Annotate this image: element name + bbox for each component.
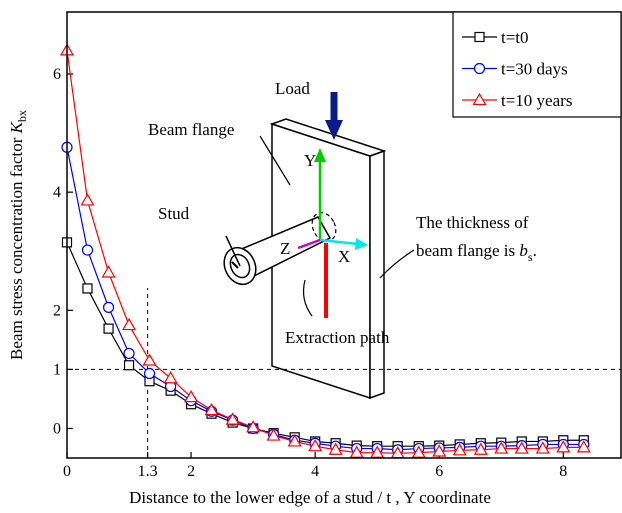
marker [246,420,261,433]
marker [328,442,343,455]
x-arrow-head [355,238,368,250]
marker [81,244,94,256]
marker [143,367,156,380]
flange-label: Beam flange [148,120,234,139]
stud-label: Stud [158,204,190,223]
marker [163,371,178,384]
marker [142,353,157,366]
x-tick-label: 1.3 [138,463,158,480]
variable: K [7,120,26,134]
x-tick-label: 4 [311,463,319,480]
plot-frame [66,11,622,459]
legend-label: t=30 days [501,60,568,79]
thickness-leader [379,249,415,279]
y-axis-label: Y [304,151,316,170]
diagram: Load Beam flange Stud Y Z X The thicknes… [148,79,537,400]
marker [122,317,137,331]
stud-hidden [311,212,337,242]
marker [349,445,364,458]
z-arrow [297,238,321,250]
text: . [533,241,537,260]
y-axis-title: Beam stress concentration factor Kbx [7,110,29,360]
flange-side [369,149,385,400]
legend-marker [473,62,486,75]
stud-leader-tip [231,261,239,269]
marker [225,412,240,425]
x-tick-label: 0 [63,463,71,480]
thickness-label: The thickness of [416,213,529,232]
x-axis-label: X [338,247,350,266]
marker [123,360,135,371]
marker [370,445,385,458]
y-tick-label: 0 [53,420,61,437]
load-label: Load [275,79,310,98]
x-axis-title: Distance to the lower edge of a stud / t… [129,488,491,507]
y-tick-label: 4 [53,184,61,201]
legend-label: t=10 years [501,91,572,110]
marker [514,441,529,454]
y-tick-label: 2 [53,302,61,319]
marker [556,440,571,453]
thickness-label: beam flange is bs. [416,241,537,264]
marker [432,444,447,457]
marker [308,438,323,452]
marker [103,323,114,334]
marker [266,428,281,441]
subscript: s [528,250,533,264]
load-arrow-head [325,120,343,140]
marker [204,402,219,416]
x-tick-label: 8 [559,463,567,480]
variable: b [519,241,528,260]
flange-leader [259,135,291,186]
marker [535,441,550,454]
marker [102,301,115,313]
legend-label: t=t0 [501,28,529,47]
x-tick-label: 2 [187,463,195,480]
marker [123,347,135,360]
path-label: Extraction path [285,328,390,347]
z-axis-label: Z [280,239,290,258]
stud-leader [225,235,241,267]
legend-marker [474,31,485,43]
text: beam flange is [416,241,519,260]
y-tick-label: 1 [53,361,61,378]
marker [494,441,509,454]
x-tick-label: 6 [435,463,443,480]
marker [411,445,426,458]
marker [473,442,488,455]
marker [82,283,93,294]
path-leader [302,279,313,317]
marker [576,440,591,453]
text: Beam stress concentration factor [7,133,26,360]
marker [101,265,116,278]
marker [452,443,467,456]
x-arrow [319,238,359,246]
y-tick-label: 6 [53,66,61,83]
y-arrow-head [314,148,326,162]
marker [287,434,302,447]
marker [80,193,95,206]
legend-marker [472,92,487,106]
subscript: bx [15,110,29,122]
marker [184,389,199,403]
flange-top [269,118,387,157]
